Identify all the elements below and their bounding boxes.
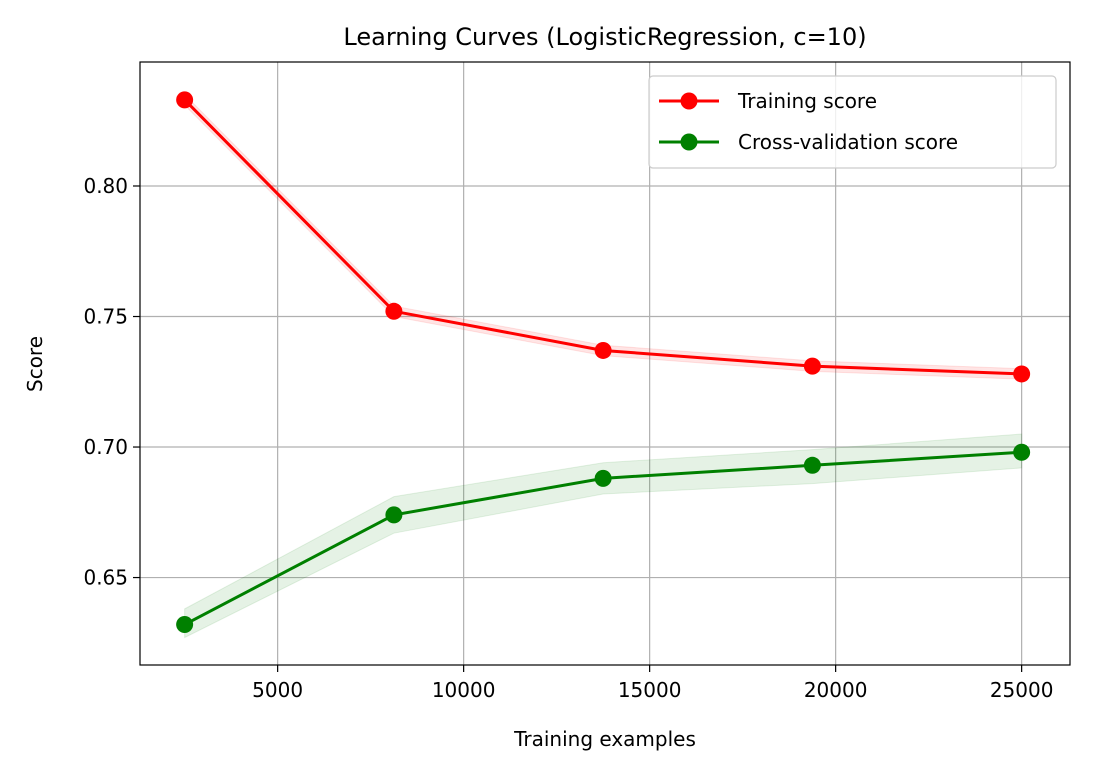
training-score-point [594,341,612,359]
x-tick-label: 25000 [990,678,1054,702]
legend-box [648,75,1057,169]
training-score-point [803,357,821,375]
cross-validation-score-point [176,616,194,634]
cross-validation-score-band [184,433,1023,639]
cross-validation-score-point [385,506,403,524]
x-axis-label: Training examples [513,727,696,751]
legend-cross-validation-label: Cross-validation score [738,130,958,154]
y-tick-label: 0.65 [83,566,128,590]
y-tick-label: 0.75 [83,305,128,329]
confidence-bands [184,93,1023,639]
chart-title: Learning Curves (LogisticRegression, c=1… [343,23,866,51]
y-axis-ticks: 0.65 0.70 0.75 0.80 [83,174,140,590]
cross-validation-score-point [594,469,612,487]
series-points [176,91,1031,634]
y-tick-label: 0.70 [83,435,128,459]
x-axis-ticks: 5000 10000 15000 20000 25000 [252,665,1053,702]
y-axis-label: Score [23,336,47,392]
legend: Training score Cross-validation score [648,75,1057,169]
x-tick-label: 15000 [618,678,682,702]
legend-training-marker [680,92,698,110]
training-score-point [1013,365,1031,383]
cross-validation-score-point [1013,443,1031,461]
y-tick-label: 0.80 [83,174,128,198]
x-tick-label: 10000 [432,678,496,702]
cross-validation-score-point [803,456,821,474]
x-tick-label: 5000 [252,678,303,702]
training-score-point [176,91,194,109]
training-score-point [385,302,403,320]
x-tick-label: 20000 [804,678,868,702]
legend-cross-validation-marker [680,133,698,151]
plot-frame [139,61,1071,666]
legend-training-label: Training score [737,89,877,113]
